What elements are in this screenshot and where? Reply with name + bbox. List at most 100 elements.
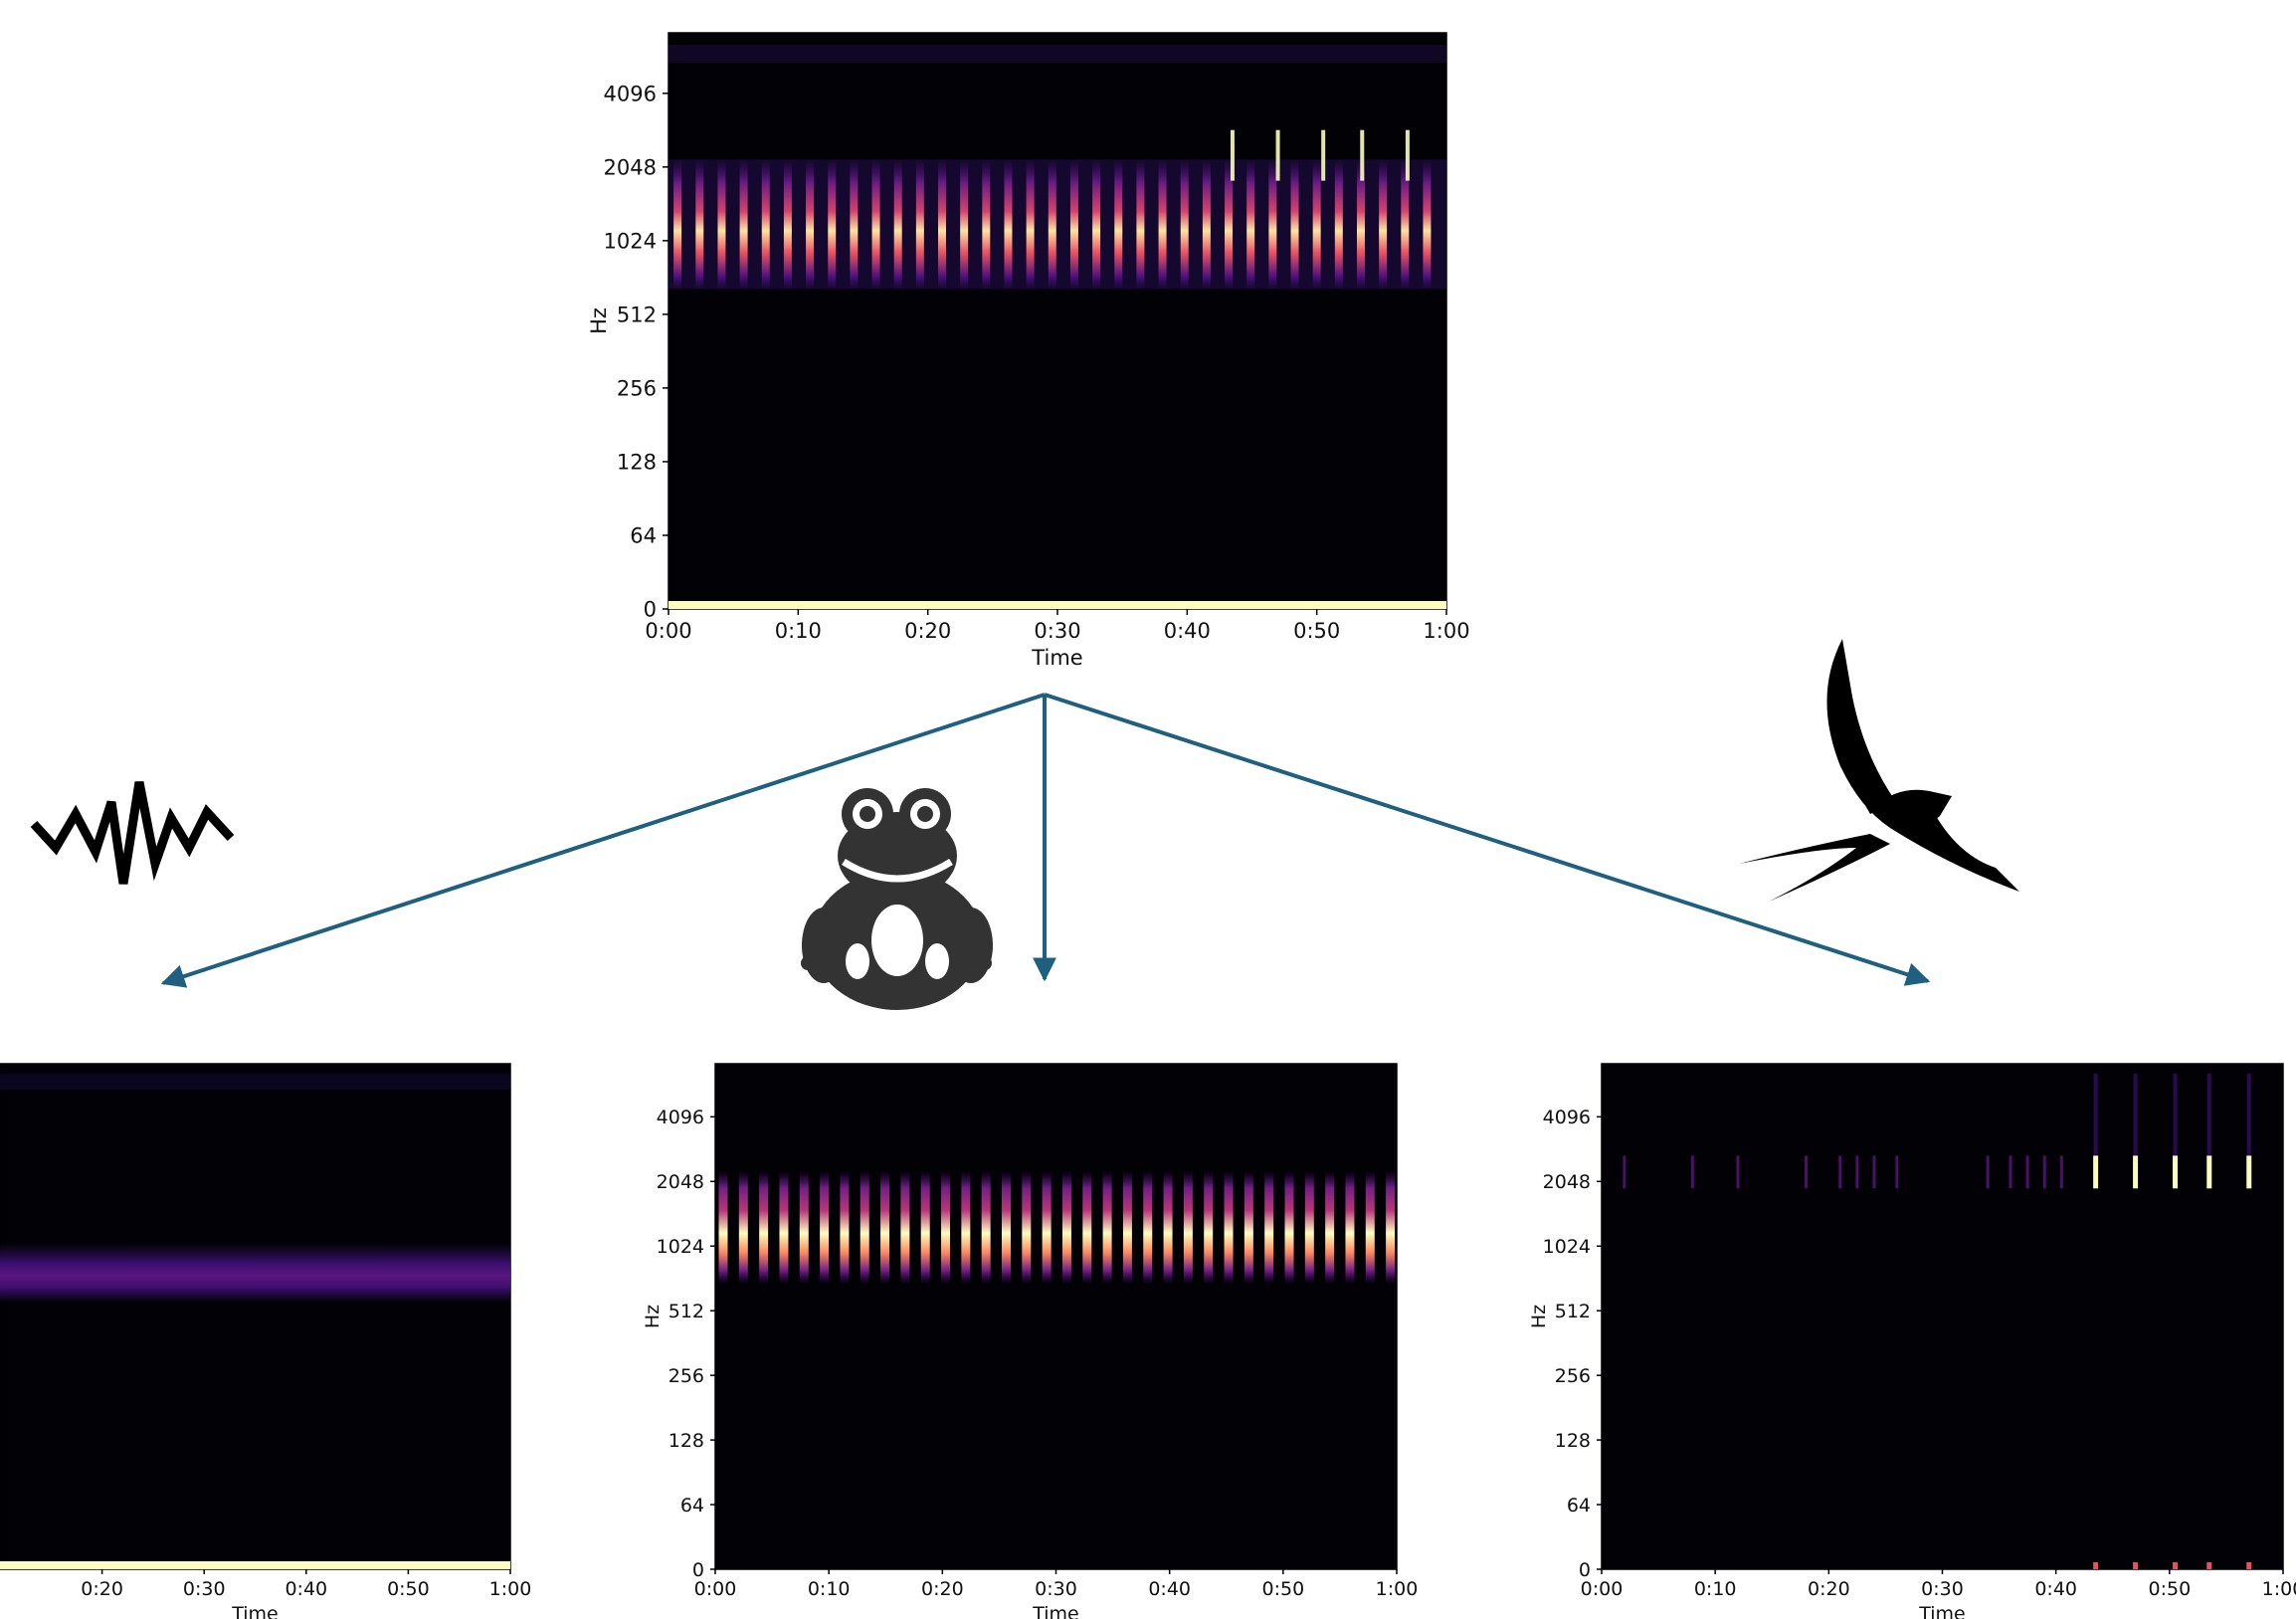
bird-faint-chirp (1623, 1155, 1626, 1189)
mixture-pulse (960, 159, 969, 290)
mixture-pulse (1334, 159, 1343, 290)
bird-floor-click (2093, 1562, 2099, 1569)
bird-x-tick-label: 0:30 (1921, 1578, 1964, 1600)
frog-pulse (1304, 1170, 1314, 1285)
bird-y-tick-label: 128 (1555, 1430, 1591, 1452)
mixture-x-tick-label: 0:40 (1164, 619, 1211, 643)
mixture-pulse (739, 159, 748, 290)
mixture-y-axis-label: Hz (587, 307, 611, 334)
frog-pulse (1365, 1170, 1375, 1285)
mixture-pulse (1268, 159, 1277, 290)
frog-pulse (880, 1170, 890, 1285)
bird-x-tick-label: 1:00 (2262, 1578, 2296, 1600)
mixture-top-noise (669, 45, 1446, 63)
mixture-pulse (673, 159, 682, 290)
frog-pulse (981, 1170, 991, 1285)
frog-pulse (860, 1170, 869, 1285)
noise-content (0, 1074, 510, 1569)
frog-icon (801, 788, 993, 1010)
mixture-plot-area (669, 33, 1446, 609)
noise-x-axis-label: Time (231, 1603, 279, 1619)
mixture-pulse (717, 159, 726, 290)
frog-pulse (961, 1170, 971, 1285)
noise-x-tick-label: 0:30 (183, 1578, 226, 1600)
frog-pulse (1386, 1170, 1396, 1285)
frog-pulse (1042, 1170, 1052, 1285)
bird-y-tick-label: 512 (1555, 1301, 1591, 1322)
mixture-pulse (1158, 159, 1167, 290)
frog-pulse (1224, 1170, 1234, 1285)
mixture-pulse (695, 159, 704, 290)
bird-faint-chirp (2059, 1155, 2063, 1189)
mixture-y-tick-label: 128 (617, 451, 657, 475)
frog-pulse (779, 1170, 789, 1285)
noise-plot-area (0, 1064, 510, 1569)
frog-pulse (1284, 1170, 1294, 1285)
noise-x-tick-label: 1:00 (489, 1578, 532, 1600)
bird-x-tick-label: 0:50 (2148, 1578, 2191, 1600)
mixture-pulse (915, 159, 924, 290)
mixture-x-tick-label: 0:20 (904, 619, 951, 643)
bird-y-tick-label: 256 (1555, 1365, 1591, 1387)
mixture-pulse (938, 159, 947, 290)
frog-pulse (900, 1170, 910, 1285)
bird-faint-chirp (1855, 1155, 1859, 1189)
bird-faint-chirp (1986, 1155, 1990, 1189)
frog-pulse (1082, 1170, 1092, 1285)
mixture-y-tick-label: 256 (617, 376, 657, 400)
frog-pulse (1204, 1170, 1214, 1285)
mixture-pulse (828, 159, 837, 290)
bird-strong-chirp (2133, 1155, 2139, 1189)
mixture-bird-chirp (1360, 129, 1365, 181)
mixture-bird-chirp (1321, 129, 1326, 181)
bird-strong-chirp (2206, 1155, 2212, 1189)
bird-y-axis-label: Hz (1528, 1305, 1550, 1328)
mixture-pulse (850, 159, 859, 290)
noise-band (0, 1243, 510, 1303)
bird-floor-click (2246, 1562, 2252, 1569)
noise-x-tick-label: 0:40 (285, 1578, 327, 1600)
frog-pulse (941, 1170, 951, 1285)
bird-x-tick-label: 0:10 (1694, 1578, 1737, 1600)
mixture-x-tick-label: 0:10 (775, 619, 822, 643)
frog-pulse (1122, 1170, 1132, 1285)
bird-faint-chirp (2042, 1155, 2046, 1189)
bird-floor-click (2133, 1562, 2139, 1569)
mixture-pulse (1092, 159, 1101, 290)
frog-y-axis-label: Hz (642, 1305, 664, 1328)
frog-pulse (840, 1170, 850, 1285)
noise-x-tick-label: 0:20 (81, 1578, 123, 1600)
mixture-pulse (1180, 159, 1189, 290)
mixture-bird-chirp (1405, 129, 1410, 181)
bird-content (1623, 1074, 2252, 1569)
frog-y-tick-label: 2048 (657, 1171, 704, 1193)
mixture-floor (669, 601, 1446, 609)
mixture-x-tick-label: 0:50 (1293, 619, 1340, 643)
bird-strong-chirp (2246, 1155, 2252, 1189)
mixture-pulse (761, 159, 770, 290)
mixture-pulse (1356, 159, 1365, 290)
bird-floor-click (2173, 1562, 2179, 1569)
bird-strong-chirp (2093, 1155, 2099, 1189)
mixture-pulse (783, 159, 792, 290)
frog-pulse (1061, 1170, 1071, 1285)
frog-pulse (1345, 1170, 1355, 1285)
noise-top-band (0, 1074, 510, 1090)
noise-wave-icon (30, 781, 235, 885)
frog-y-tick-label: 1024 (657, 1236, 704, 1258)
mixture-pulse (1048, 159, 1056, 290)
mixture-bird-chirp (1230, 129, 1235, 181)
frog-x-tick-label: 1:00 (1376, 1578, 1419, 1600)
frog-x-axis-label: Time (1032, 1603, 1079, 1619)
frog-pulse (738, 1170, 748, 1285)
bird-faint-chirp (2025, 1155, 2029, 1189)
mixture-pulse (1202, 159, 1211, 290)
frog-content (718, 1170, 1396, 1285)
bird-chirp-harmonic (2206, 1074, 2211, 1156)
frog-pulse (1001, 1170, 1011, 1285)
frog-pulse (1102, 1170, 1112, 1285)
mixture-pulse (806, 159, 815, 290)
mixture-pulse (982, 159, 991, 290)
mixture-pulse (893, 159, 902, 290)
